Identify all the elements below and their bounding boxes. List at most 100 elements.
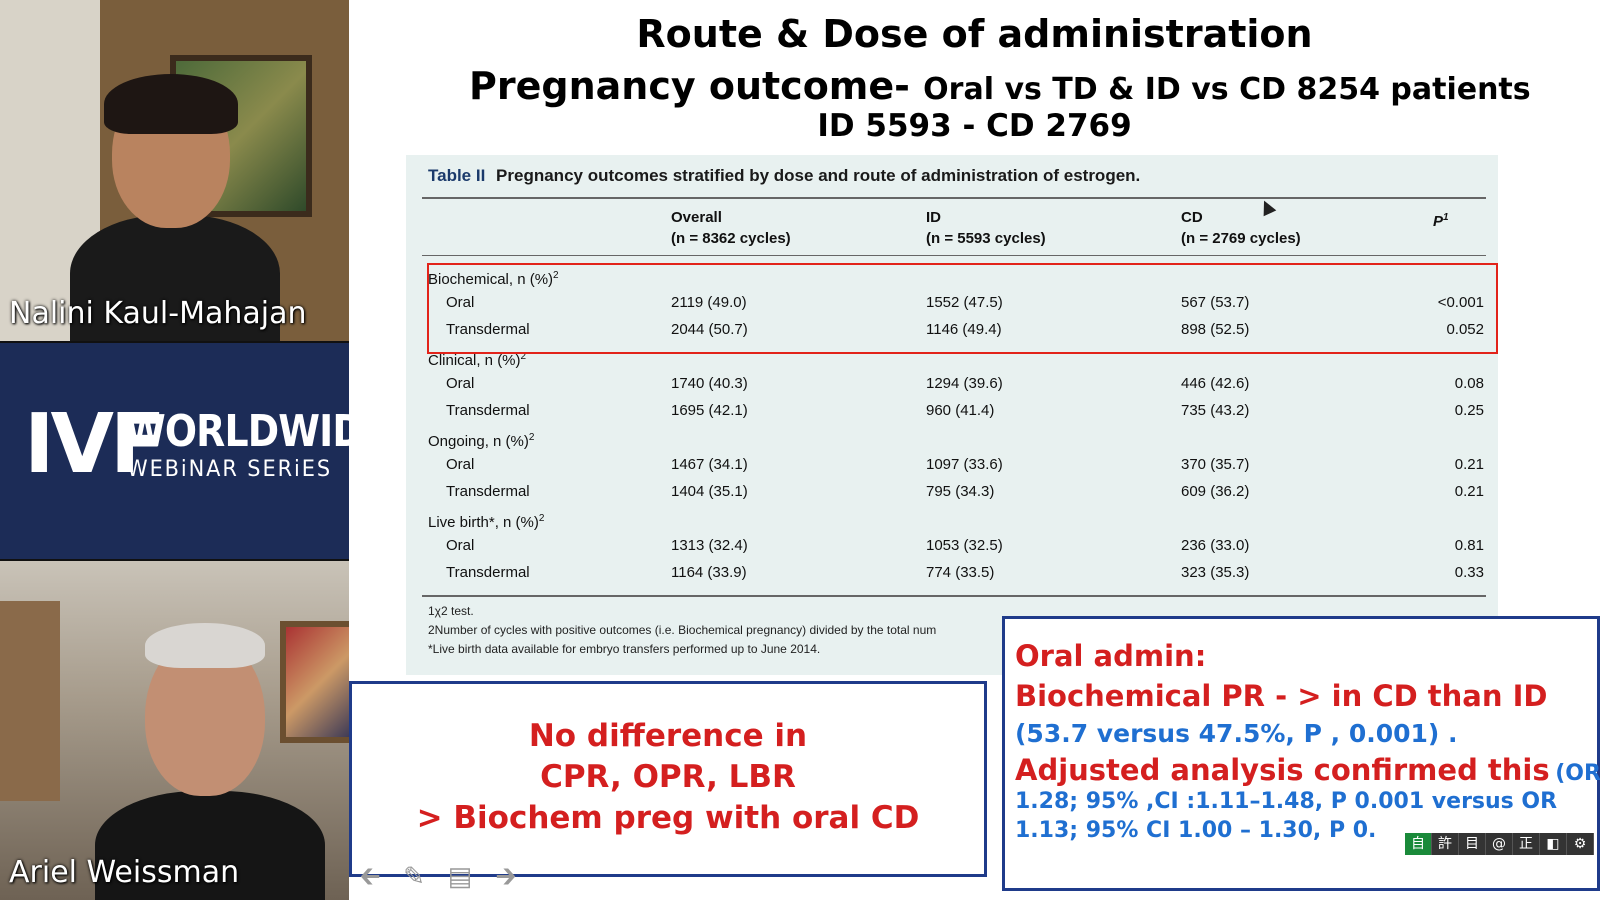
note-line: > Biochem preg with oral CD [416, 800, 920, 836]
table-cell-p: 0.33 [1454, 564, 1484, 581]
note-line: 1.28; 95% ,CI :1.11–1.48, P 0.001 versus… [1015, 789, 1558, 814]
note-heading: Oral admin: [1015, 639, 1207, 673]
column-header-n: (n = 5593 cycles) [926, 230, 1046, 247]
webinar-logo-tile: IVF WORLDWIDE WEBiNAR SERiES [0, 343, 349, 559]
slide-subtitle-counts: ID 5593 - CD 2769 [817, 108, 1132, 144]
webinar-logo: IVF WORLDWIDE WEBiNAR SERiES [24, 397, 349, 495]
table-cell-p: 0.81 [1454, 537, 1484, 554]
column-header-p: P1 [1433, 207, 1449, 232]
table-group-label: Live birth*, n (%)2 [428, 509, 544, 533]
table-cell-p: 0.21 [1454, 456, 1484, 473]
table-caption: Table II Pregnancy outcomes stratified b… [428, 166, 1140, 186]
slide-subtitle-main: Pregnancy outcome- [469, 64, 910, 108]
column-header-name: ID [926, 209, 941, 226]
table-cell-route: Transdermal [446, 483, 530, 500]
logo-worldwide-text: WORLDWIDE [124, 406, 349, 457]
table-group-label: Biochemical, n (%)2 [428, 266, 559, 290]
table-group-label: Clinical, n (%)2 [428, 347, 526, 371]
table-cell-route: Transdermal [446, 402, 530, 419]
ime-toolbar-button[interactable]: ⚙ [1567, 833, 1594, 855]
participant-hair [104, 74, 238, 134]
table-cell-overall: 1313 (32.4) [671, 537, 748, 554]
table-cell-overall: 1164 (33.9) [671, 564, 747, 581]
table-cell-overall: 1695 (42.1) [671, 402, 748, 419]
note-line: 1.13; 95% CI 1.00 – 1.30, P 0. [1015, 818, 1377, 843]
note-line: Biochemical PR - > in CD than ID [1015, 679, 1548, 713]
table-cell-id: 1552 (47.5) [926, 294, 1003, 311]
table-cell-overall: 1467 (34.1) [671, 456, 748, 473]
table-group-label-text: Ongoing, n (%) [428, 433, 529, 450]
column-header-n: (n = 2769 cycles) [1181, 230, 1301, 247]
ime-toolbar-button[interactable]: 正 [1513, 833, 1540, 855]
table-caption-text: Pregnancy outcomes stratified by dose an… [496, 166, 1141, 185]
highlight-box-biochemical [427, 263, 1498, 354]
table-cell-id: 1294 (39.6) [926, 375, 1003, 392]
ime-toolbar-button[interactable]: ◧ [1540, 833, 1567, 855]
table-cell-route: Oral [446, 456, 475, 473]
note-line: Adjusted analysis confirmed this (OR [1015, 753, 1600, 787]
slide-nav-toolbar: 🡰 ✎ ▤ 🡲 [355, 861, 535, 891]
table-group-label-sup: 2 [553, 270, 559, 281]
note-box-summary: No difference in CPR, OPR, LBR > Biochem… [349, 681, 987, 877]
ime-toolbar-button[interactable]: 自 [1405, 833, 1432, 855]
participant-name: Ariel Weissman [9, 855, 240, 890]
table-cell-cd: 236 (33.0) [1181, 537, 1250, 554]
table-cell-route: Transdermal [446, 321, 530, 338]
video-tile-participant-2[interactable]: Ariel Weissman [0, 561, 349, 900]
table-cell-route: Transdermal [446, 564, 530, 581]
slide-subtitle-detail: Oral vs TD & ID vs CD 8254 patients [923, 72, 1531, 107]
table-cell-route: Oral [446, 375, 475, 392]
table-cell-cd: 370 (35.7) [1181, 456, 1250, 473]
participant-hair [145, 623, 265, 668]
arrow-right-icon[interactable]: 🡲 [495, 861, 517, 891]
table-cell-overall: 2119 (49.0) [671, 294, 747, 311]
note-text-red: Adjusted analysis confirmed this [1015, 753, 1550, 787]
participant-body [95, 791, 325, 900]
table-cell-overall: 1740 (40.3) [671, 375, 748, 392]
ime-toolbar-button[interactable]: 目 [1459, 833, 1486, 855]
note-line: (53.7 versus 47.5%, P , 0.001) . [1015, 719, 1458, 748]
table-cell-overall: 1404 (35.1) [671, 483, 748, 500]
table-cell-cd: 735 (43.2) [1181, 402, 1250, 419]
table-cell-p: <0.001 [1437, 294, 1484, 311]
column-header-n: (n = 8362 cycles) [671, 230, 791, 247]
participant-body [70, 215, 280, 341]
pen-icon[interactable]: ✎ [403, 861, 425, 891]
column-header-name: P [1433, 213, 1444, 230]
table-footnote: *Live birth data available for embryo tr… [428, 642, 821, 656]
table-group-label-text: Clinical, n (%) [428, 352, 521, 369]
column-header-sup: 1 [1443, 212, 1449, 223]
table-cell-route: Oral [446, 294, 475, 311]
logo-ivf-text: IVF [24, 397, 166, 492]
note-line: CPR, OPR, LBR [540, 759, 796, 795]
table-cell-cd: 323 (35.3) [1181, 564, 1250, 581]
participants-panel: Nalini Kaul-Mahajan IVF WORLDWIDE WEBiNA… [0, 0, 349, 900]
results-table: Table II Pregnancy outcomes stratified b… [406, 155, 1498, 675]
table-cell-p: 0.25 [1454, 402, 1484, 419]
table-header-rule [422, 255, 1486, 256]
table-cell-cd: 898 (52.5) [1181, 321, 1250, 338]
presentation-slide: Route & Dose of administration Pregnancy… [349, 0, 1600, 900]
slide-subtitle: Pregnancy outcome- Oral vs TD & ID vs CD… [469, 64, 1531, 108]
table-top-rule [422, 197, 1486, 199]
arrow-left-icon[interactable]: 🡰 [359, 861, 381, 891]
video-tile-participant-1[interactable]: Nalini Kaul-Mahajan [0, 0, 349, 341]
table-cell-cd: 446 (42.6) [1181, 375, 1250, 392]
table-cell-overall: 2044 (50.7) [671, 321, 748, 338]
note-line: No difference in [528, 718, 808, 754]
input-method-toolbar: 自許目 @ 正 ◧ ⚙ [1405, 833, 1594, 855]
table-cell-id: 774 (33.5) [926, 564, 995, 581]
menu-icon[interactable]: ▤ [447, 861, 473, 891]
table-cell-p: 0.052 [1446, 321, 1484, 338]
participant-name: Nalini Kaul-Mahajan [9, 296, 307, 331]
table-footnote: 2Number of cycles with positive outcomes… [428, 623, 937, 637]
table-group-label: Ongoing, n (%)2 [428, 428, 534, 452]
table-cell-cd: 609 (36.2) [1181, 483, 1250, 500]
table-cell-id: 1097 (33.6) [926, 456, 1003, 473]
ime-toolbar-button[interactable]: 許 [1432, 833, 1459, 855]
ime-toolbar-button[interactable]: @ [1486, 833, 1513, 855]
table-cell-p: 0.21 [1454, 483, 1484, 500]
table-cell-id: 795 (34.3) [926, 483, 995, 500]
table-footnote: 1χ2 test. [428, 604, 474, 618]
note-text-blue: (OR [1555, 761, 1600, 786]
